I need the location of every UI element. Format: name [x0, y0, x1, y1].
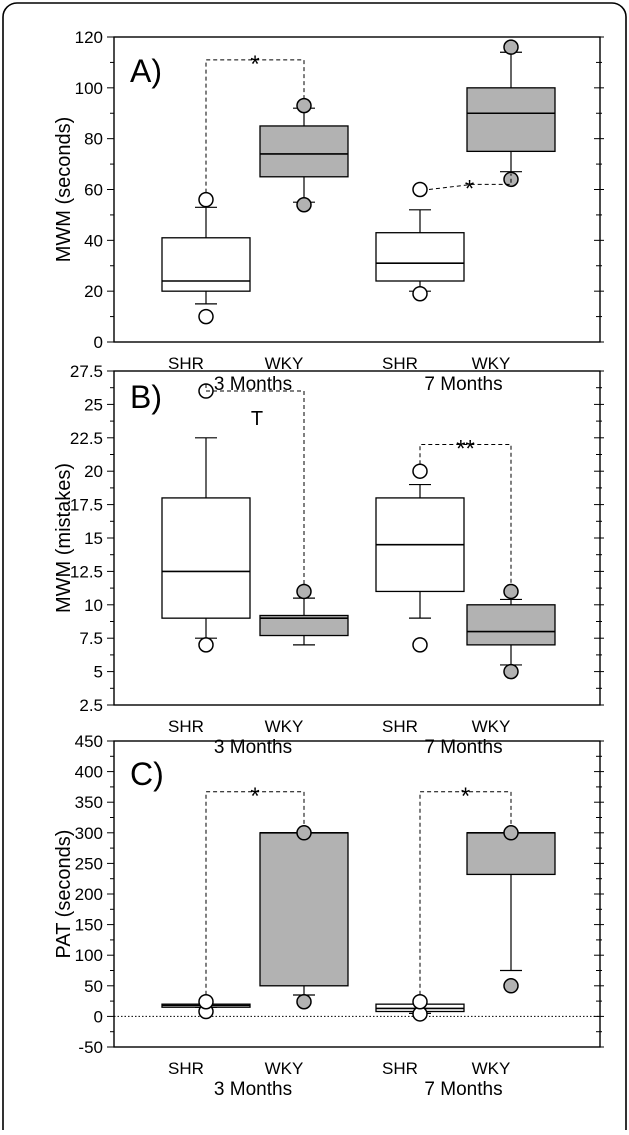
panel-3-ytick-label: -50: [78, 1038, 103, 1057]
panel-3-ytick-label: 450: [75, 732, 103, 751]
panel-1-significance-bracket: [205, 59, 305, 193]
panel-2-group-label: WKY: [472, 717, 511, 736]
panel-3-group-label: SHR: [382, 1059, 418, 1078]
panel-3-ytick-label: 250: [75, 854, 103, 873]
panel-2-ytick-label: 22.5: [70, 429, 103, 448]
panel-3-ytick-label: 350: [75, 793, 103, 812]
panel-3-group-label: WKY: [472, 1059, 511, 1078]
panel-1-3-months-wky-outlier: [296, 97, 312, 114]
panel-2-significance-bracket: [205, 384, 305, 585]
panel-3-3-months-shr-outlier: [198, 993, 214, 1010]
panel-3-ytick-label: 300: [75, 824, 103, 843]
panel-1-period-label: 7 Months: [424, 374, 502, 395]
panel-2-ytick-label: 20: [84, 462, 103, 481]
panel-1-significance-label: *: [465, 175, 474, 202]
panel-2-ytick-label: 27.5: [70, 362, 103, 381]
panel-1-significance-label: *: [250, 51, 259, 78]
panel-1-7-months-shr-box: [375, 232, 465, 282]
panel-2-7-months-wky-outlier: [503, 583, 519, 600]
panel-2-ytick-label: 5: [94, 663, 103, 682]
panel-2-3-months-shr-outlier: [198, 637, 214, 653]
panel-1-7-months-wky-box: [466, 87, 556, 153]
panel-1-group-label: WKY: [472, 354, 511, 373]
panel-1-3-months-wky-outlier: [296, 197, 312, 213]
panel-3-ytick-label: 0: [94, 1007, 103, 1026]
panel-2-significance-label: **: [456, 435, 475, 462]
panel-2-significance-bracket: [419, 443, 512, 585]
panel-2-3-months-wky-outlier: [296, 583, 312, 600]
panel-1-3-months-shr-box: [161, 237, 251, 292]
panel-3-ytick-label: 50: [84, 977, 103, 996]
panel-3-panel-label: C): [130, 756, 164, 792]
panel-1-7-months-shr-outlier: [412, 285, 428, 302]
panel-2-ytick-label: 17.5: [70, 496, 103, 515]
panel-1-group-label: SHR: [168, 354, 204, 373]
panel-3-significance-bracket: [205, 791, 305, 995]
panel-1-ytick-label: 20: [84, 282, 103, 301]
panel-1-ytick-label: 40: [84, 231, 103, 250]
panel-2-ytick-label: 12.5: [70, 562, 103, 581]
panel-3-period-label: 3 Months: [214, 1079, 292, 1100]
panel-3-group-label: WKY: [265, 1059, 304, 1078]
panel-2-ytick-label: 15: [84, 529, 103, 548]
panel-1-period-label: 3 Months: [214, 374, 292, 395]
panel-3-3-months-wky-outlier: [296, 993, 312, 1010]
panel-3-significance-label: *: [250, 783, 259, 810]
panel-1-plot-frame: [113, 36, 601, 343]
panel-3-group-label: SHR: [168, 1059, 204, 1078]
panel-1-ytick-label: 0: [94, 333, 103, 352]
panel-2-period-label: 7 Months: [424, 737, 502, 758]
panel-3-7-months-shr-outlier: [412, 993, 428, 1010]
panel-3-significance-label: *: [461, 783, 470, 810]
panel-2-7-months-shr-outlier: [412, 637, 428, 653]
panel-3-ytick-label: 400: [75, 763, 103, 782]
panel-2-y-axis-label: MWM (mistakes): [53, 463, 75, 613]
panel-3-7-months-wky-outlier: [503, 825, 519, 841]
panel-2-group-label: SHR: [382, 717, 418, 736]
panel-1-group-label: SHR: [382, 354, 418, 373]
panel-3-3-months-wky-box: [259, 832, 349, 987]
panel-1-3-months-wky-box: [259, 125, 349, 178]
panel-1-3-months-shr-outlier: [198, 308, 214, 325]
panel-2-period-label: 3 Months: [214, 737, 292, 758]
panel-3-ytick-label: 200: [75, 885, 103, 904]
panel-1-panel-label: A): [130, 53, 162, 89]
panel-2-7-months-shr-outlier: [412, 463, 428, 479]
panel-2-significance-label: T: [251, 408, 263, 430]
panel-2-3-months-wky-box: [259, 614, 349, 637]
panel-2-7-months-wky-outlier: [503, 663, 519, 680]
panel-3-y-axis-label: PAT (seconds): [53, 830, 75, 959]
panel-1-ytick-label: 80: [84, 130, 103, 149]
panel-3-ytick-label: 150: [75, 916, 103, 935]
panel-1-3-months-shr-outlier: [198, 191, 214, 208]
panel-1-ytick-label: 60: [84, 181, 103, 200]
panel-1-y-axis-label: MWM (seconds): [53, 117, 75, 263]
panel-1-ytick-label: 120: [75, 28, 103, 47]
panel-2-panel-label: B): [130, 379, 162, 415]
panel-3-period-label: 7 Months: [424, 1079, 502, 1100]
panel-3-7-months-wky-outlier: [503, 978, 519, 994]
panel-1-7-months-shr-outlier: [412, 181, 428, 198]
panel-1-significance-bracket: [428, 173, 512, 190]
panel-2-3-months-shr-box: [161, 497, 251, 619]
panel-3-3-months-wky-outlier: [296, 825, 312, 841]
panel-2-ytick-label: 2.5: [79, 696, 103, 715]
panel-3-significance-bracket: [419, 791, 512, 995]
panel-1-ytick-label: 100: [75, 79, 103, 98]
panel-2-group-label: WKY: [265, 717, 304, 736]
panel-2-ytick-label: 7.5: [79, 629, 103, 648]
panel-2-group-label: SHR: [168, 717, 204, 736]
panel-2-ytick-label: 25: [84, 395, 103, 414]
panel-2-7-months-wky-box: [466, 604, 556, 646]
panel-3-plot-frame: [113, 740, 601, 1048]
panel-1-7-months-wky-outlier: [503, 39, 519, 55]
panel-3-ytick-label: 100: [75, 946, 103, 965]
panel-2-ytick-label: 10: [84, 596, 103, 615]
panel-1-group-label: WKY: [265, 354, 304, 373]
